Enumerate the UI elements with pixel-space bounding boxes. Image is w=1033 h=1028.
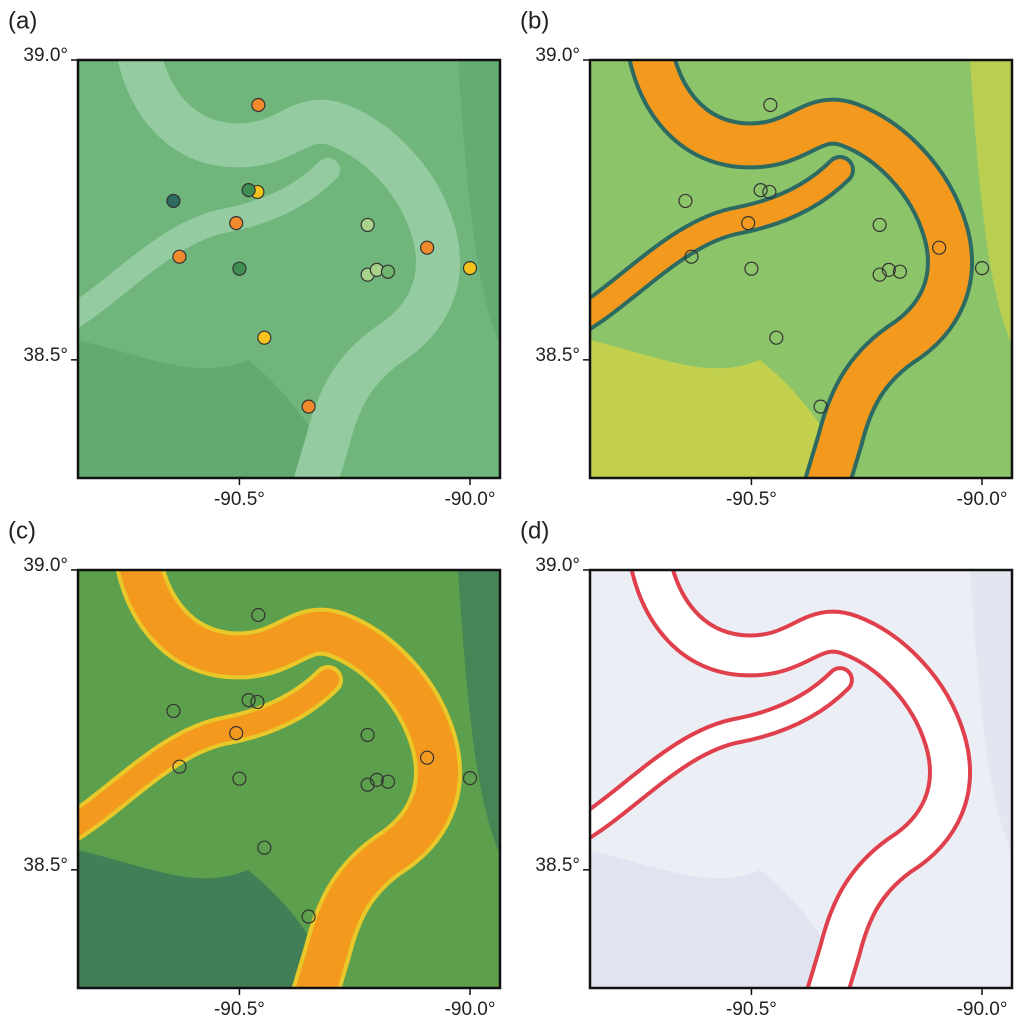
station (421, 241, 434, 254)
y-tick-label: 39.0° (535, 555, 580, 576)
station (167, 194, 180, 207)
map-area (580, 50, 1020, 490)
station (302, 400, 315, 413)
y-tick-label: 38.5° (535, 345, 580, 366)
map-area (580, 560, 1020, 1000)
station (361, 218, 374, 231)
station (258, 331, 271, 344)
x-tick-label: -90.5° (726, 489, 777, 510)
station (242, 184, 255, 197)
map-area (68, 560, 508, 1000)
panel-label: (a) (8, 7, 37, 34)
map-panel: (a) -90.5° -90.0° 39.0° 38.5° (8, 7, 508, 510)
station (464, 262, 477, 275)
station (230, 217, 243, 230)
panel-label: (b) (520, 7, 549, 34)
figure: (a) -90.5° -90.0° 39.0° 38.5° (b) -90.5° -90.0°… (0, 0, 1033, 1028)
y-tick-label: 39.0° (23, 45, 68, 66)
x-tick-label: -90.0° (445, 999, 496, 1020)
x-tick-label: -90.5° (214, 489, 265, 510)
map-panel: (b) -90.5° -90.0° 39.0° 38.5° (520, 7, 1020, 510)
x-tick-label: -90.5° (214, 999, 265, 1020)
y-tick-label: 39.0° (535, 45, 580, 66)
station (233, 262, 246, 275)
y-tick-label: 38.5° (23, 855, 68, 876)
x-tick-label: -90.0° (957, 999, 1008, 1020)
y-tick-label: 38.5° (23, 345, 68, 366)
station (381, 265, 394, 278)
x-tick-label: -90.5° (726, 999, 777, 1020)
map-area (68, 50, 508, 490)
x-tick-label: -90.0° (957, 489, 1008, 510)
x-tick-label: -90.0° (445, 489, 496, 510)
map-panel: (c) -90.5° -90.0° 39.0° 38.5° (8, 517, 508, 1020)
station (173, 250, 186, 263)
panel-label: (c) (8, 517, 36, 544)
station (252, 98, 265, 111)
map-panel: (d) -90.5° -90.0° 39.0° 38.5° (520, 517, 1020, 1020)
y-tick-label: 39.0° (23, 555, 68, 576)
panel-label: (d) (520, 517, 549, 544)
y-tick-label: 38.5° (535, 855, 580, 876)
